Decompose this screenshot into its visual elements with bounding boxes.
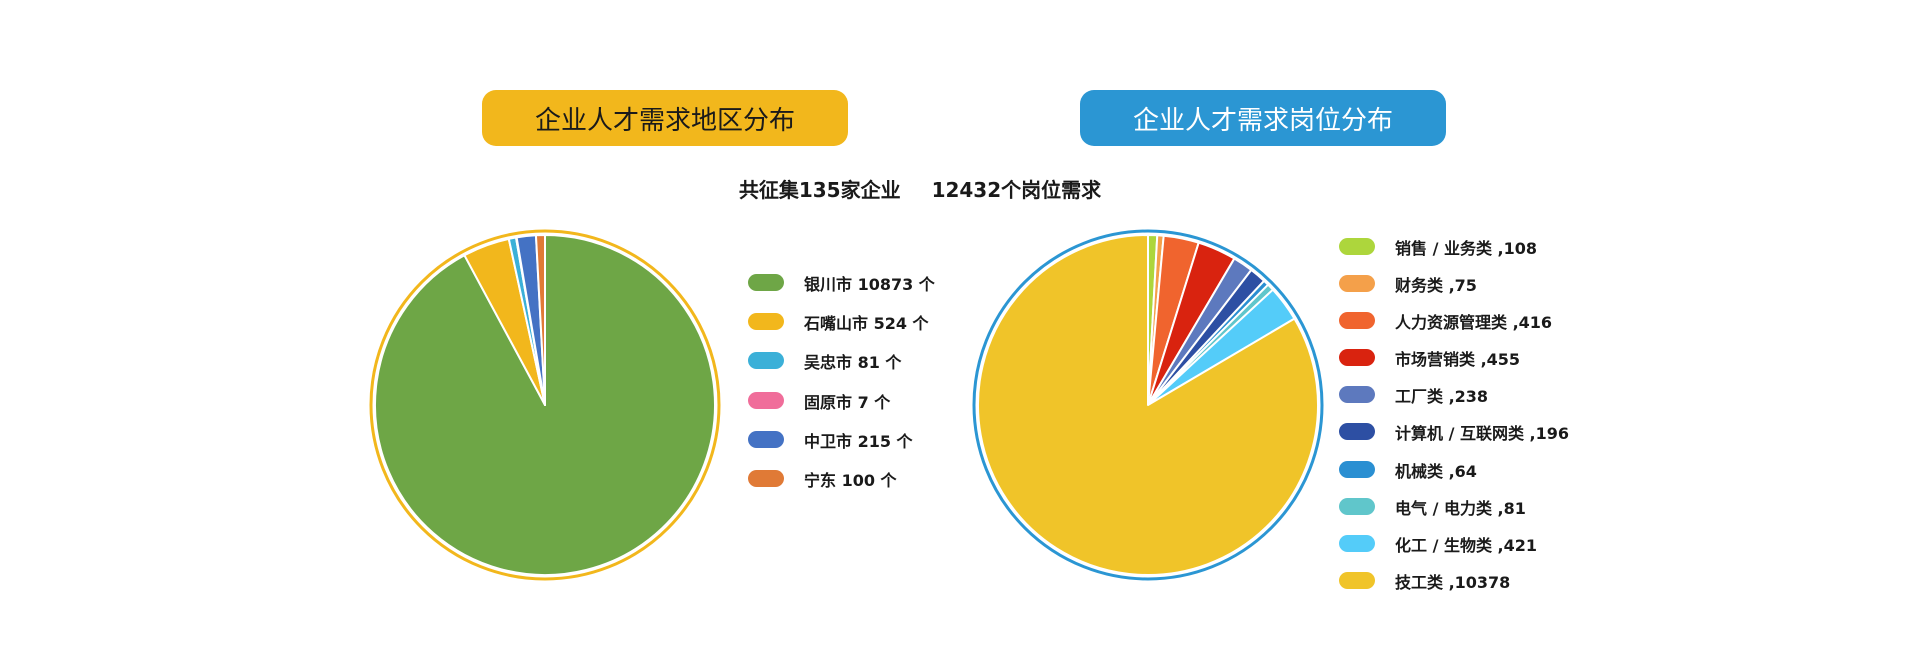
summary-text: 共征集135家企业 12432个岗位需求 <box>0 174 1840 203</box>
region-pie-chart <box>369 229 721 581</box>
position-legend-label-2: 人力资源管理类 ,416 <box>1395 313 1553 333</box>
position-legend-swatch-8 <box>1339 534 1375 552</box>
position-legend-label-3: 市场营销类 ,455 <box>1395 350 1521 370</box>
position-legend-swatch-9 <box>1339 571 1375 589</box>
position-legend-swatch-4 <box>1339 386 1375 404</box>
position-pie-chart <box>972 229 1324 581</box>
position-legend-label-1: 财务类 ,75 <box>1395 276 1477 296</box>
region-legend-label-4: 中卫市 215 个 <box>804 431 913 451</box>
region-pie-slice-5 <box>534 234 546 406</box>
summary-positions: 12432个岗位需求 <box>931 178 1102 202</box>
region-legend-label-2: 吴忠市 81 个 <box>804 353 902 373</box>
summary-enterprises: 共征集135家企业 <box>738 178 901 202</box>
region-legend-swatch-4 <box>748 430 784 448</box>
region-legend-swatch-5 <box>748 469 784 487</box>
position-legend-label-8: 化工 / 生物类 ,421 <box>1395 535 1538 555</box>
position-legend-swatch-3 <box>1339 349 1375 367</box>
position-legend-swatch-6 <box>1339 460 1375 478</box>
region-legend-swatch-0 <box>748 274 784 291</box>
position-legend-swatch-5 <box>1339 423 1375 441</box>
position-pie-slice-9 <box>977 234 1319 576</box>
position-legend-label-6: 机械类 ,64 <box>1395 461 1477 481</box>
position-pie-outer-ring <box>972 229 1324 581</box>
position-legend-swatch-7 <box>1339 497 1375 515</box>
position-legend-swatch-1 <box>1339 275 1375 293</box>
region-legend-label-1: 石嘴山市 524 个 <box>804 314 929 334</box>
position-legend-swatch-2 <box>1339 312 1375 330</box>
region-pie-outer-ring <box>369 229 721 581</box>
region-legend-label-0: 银川市 10873 个 <box>804 275 935 294</box>
region-legend-label-3: 固原市 7 个 <box>804 392 891 412</box>
position-legend-label-0: 销售 / 业务类 ,108 <box>1395 239 1538 258</box>
position-legend-label-9: 技工类 ,10378 <box>1395 572 1511 592</box>
region-legend-swatch-3 <box>748 391 784 409</box>
left-chart-title: 企业人才需求地区分布 <box>482 90 848 146</box>
position-legend-label-5: 计算机 / 互联网类 ,196 <box>1395 424 1570 444</box>
region-legend-swatch-2 <box>748 352 784 370</box>
region-legend-label-5: 宁东 100 个 <box>804 470 897 490</box>
position-legend-label-7: 电气 / 电力类 ,81 <box>1395 498 1526 518</box>
right-chart-title: 企业人才需求岗位分布 <box>1080 90 1446 146</box>
position-legend-swatch-0 <box>1339 238 1375 255</box>
region-legend-swatch-1 <box>748 313 784 331</box>
position-legend-label-4: 工厂类 ,238 <box>1395 387 1489 407</box>
